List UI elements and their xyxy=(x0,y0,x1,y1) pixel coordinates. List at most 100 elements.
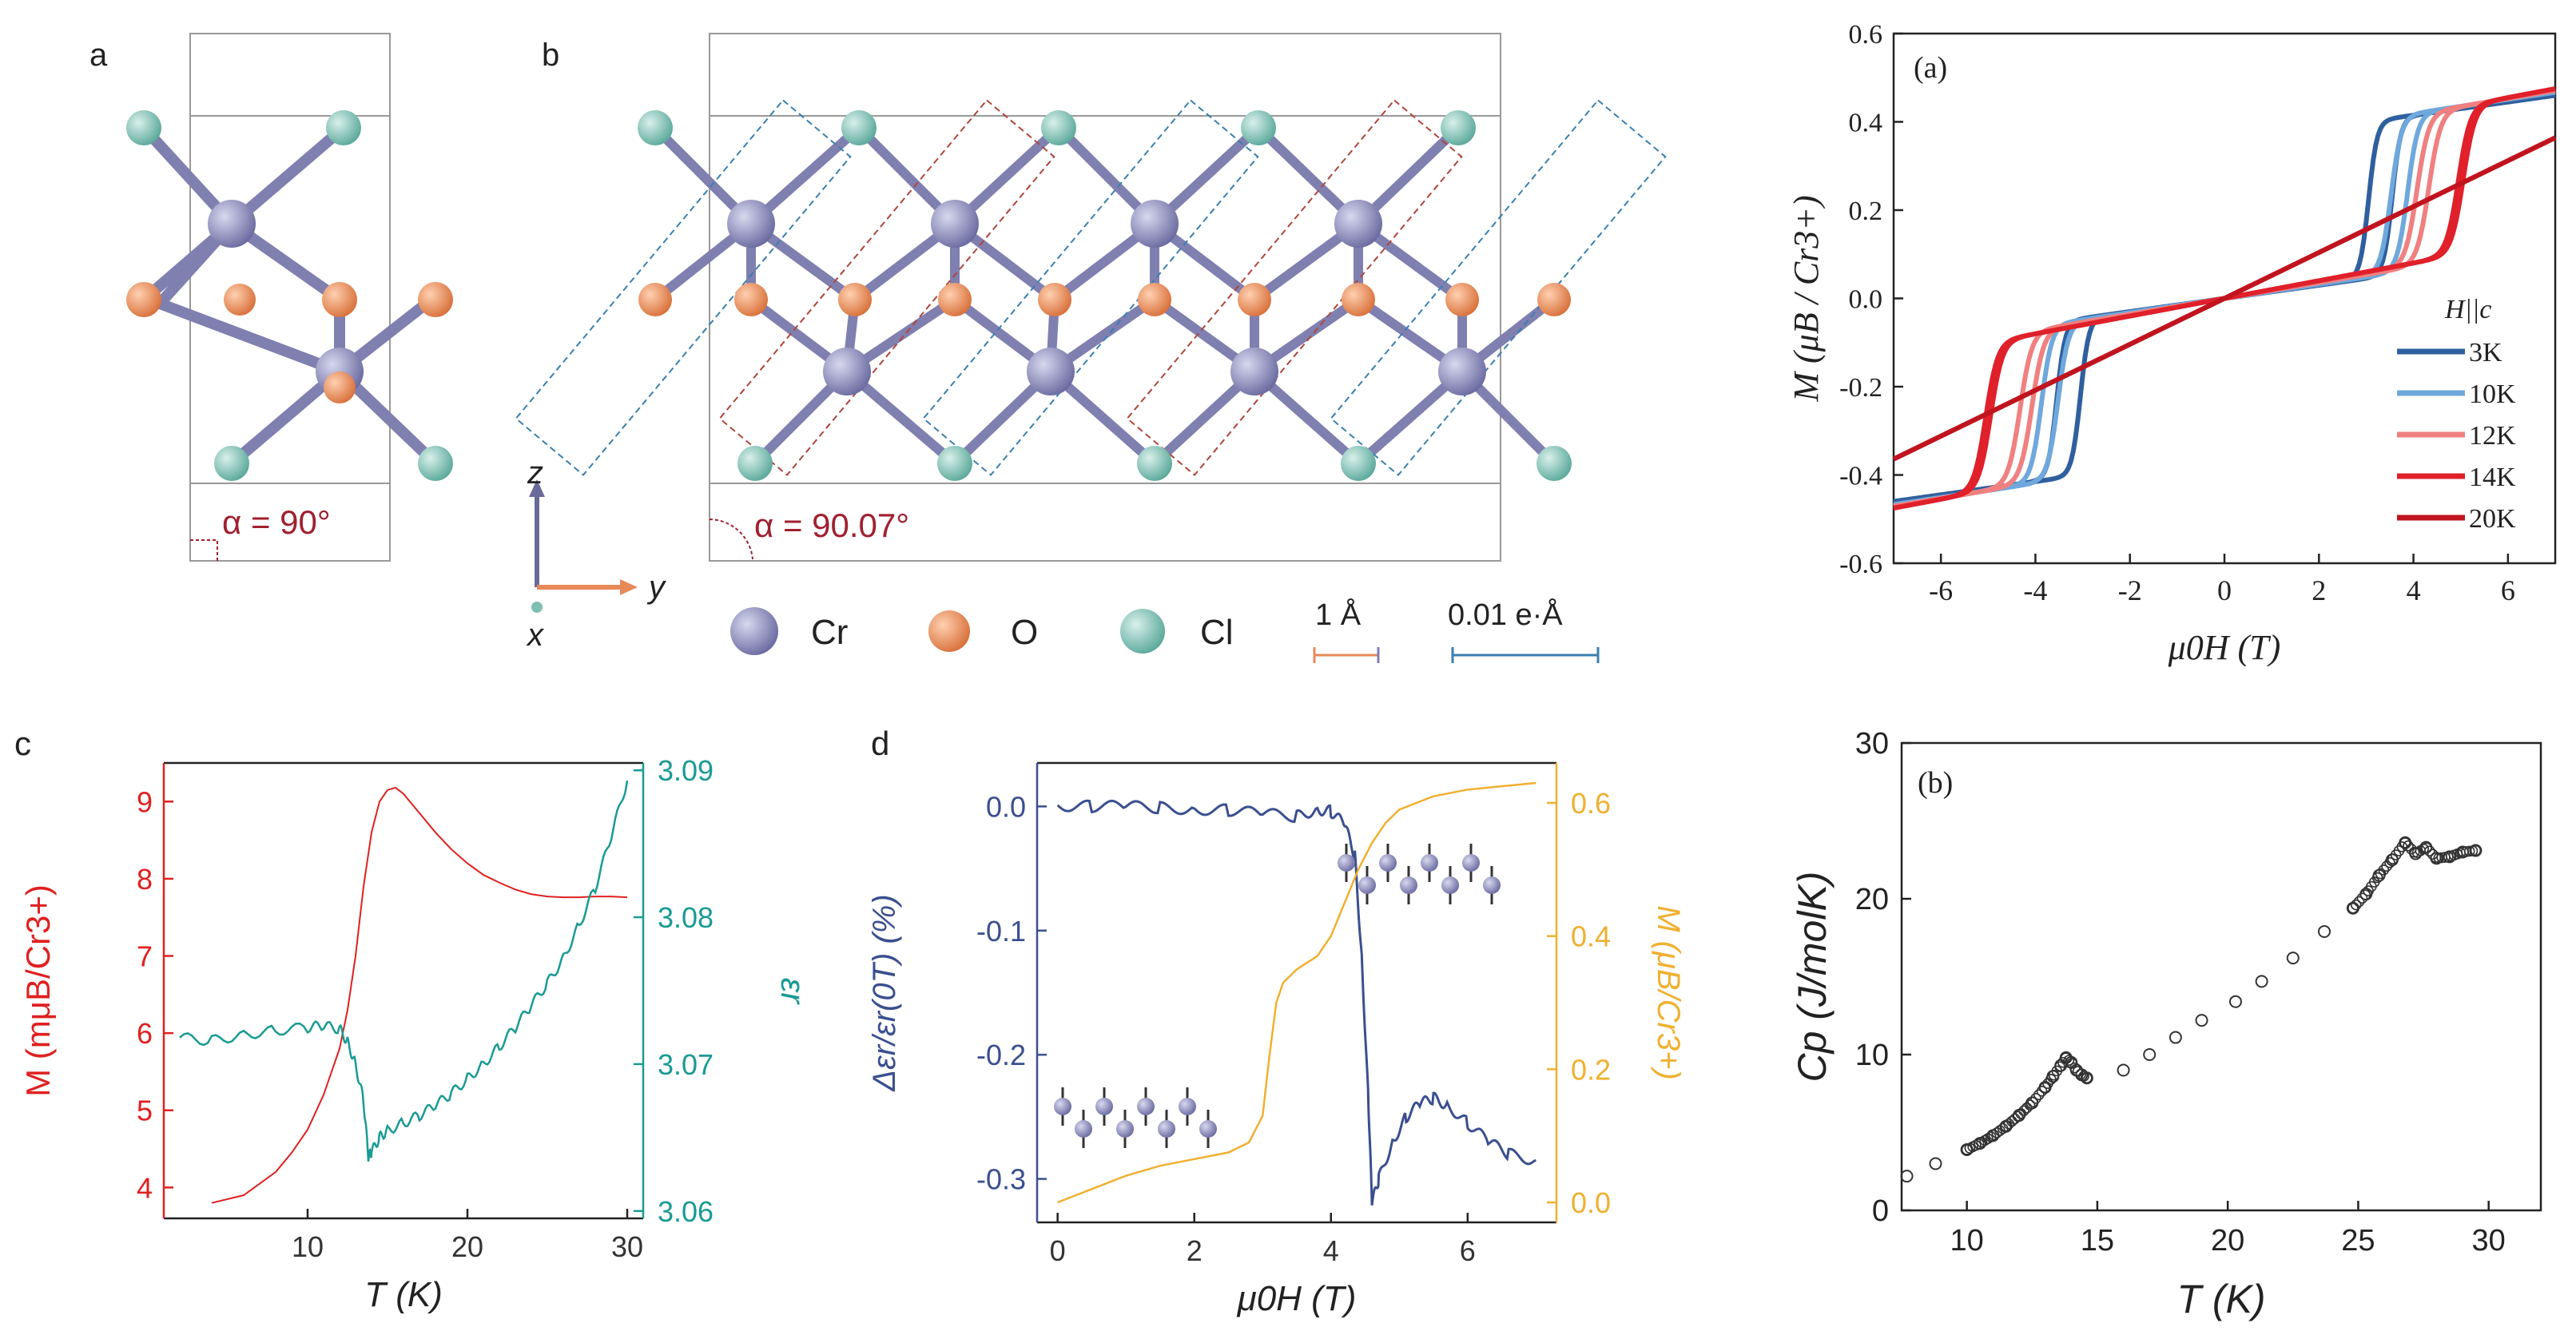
dashed-box xyxy=(718,99,1055,476)
x-axis-title: μ0H (T) xyxy=(2168,628,2281,667)
panel-label: (a) xyxy=(1914,51,1947,85)
data-point xyxy=(2470,844,2482,856)
series-M-line xyxy=(1057,781,1536,1204)
y-right-tick-label: 0.6 xyxy=(1571,787,1611,820)
x-tick-label: 2 xyxy=(1187,1234,1203,1267)
legend-o-label: O xyxy=(1011,613,1038,652)
atom xyxy=(126,282,161,317)
data-point xyxy=(2012,1111,2024,1122)
y-left-tick-label: 0.0 xyxy=(986,790,1026,823)
atom xyxy=(324,372,356,403)
x-tick-label: 10 xyxy=(292,1230,324,1263)
spin-atom xyxy=(1483,876,1501,894)
y-right-title: M (μB/Cr3+) xyxy=(1651,905,1686,1080)
y-left-tick-label: 6 xyxy=(137,1017,153,1050)
y-right-tick-label: 3.07 xyxy=(658,1048,714,1081)
y-tick-label: 0 xyxy=(1872,1194,1889,1228)
y-right-tick-label: 3.08 xyxy=(658,901,714,934)
atom xyxy=(1238,283,1271,316)
data-point xyxy=(2421,842,2432,854)
data-point xyxy=(2063,1055,2075,1066)
data-point xyxy=(2060,1052,2072,1063)
spin-atom xyxy=(1400,876,1417,894)
x-tick-label: 10 xyxy=(1950,1224,1983,1258)
atom xyxy=(823,348,871,395)
z-axis-label: z xyxy=(527,455,543,491)
x-tick-label: 30 xyxy=(611,1230,643,1263)
x-tick-label: 25 xyxy=(2341,1224,2375,1258)
panel-label: (b) xyxy=(1918,766,1953,800)
legend-cr-label: Cr xyxy=(811,613,848,652)
atom xyxy=(322,282,357,317)
x-tick-label: -2 xyxy=(2118,574,2142,606)
atom xyxy=(1342,283,1375,316)
y-left-title: M (mμB/Cr3+) xyxy=(19,884,57,1097)
panel-b-label: b xyxy=(542,38,559,73)
data-point xyxy=(2030,1092,2041,1104)
x-tick-label: 0 xyxy=(1050,1234,1066,1267)
panel-a-label: a xyxy=(89,38,108,73)
atom xyxy=(1438,348,1486,395)
x-tick-label: 6 xyxy=(1460,1234,1476,1267)
y-tick-label: 30 xyxy=(1855,727,1889,761)
atom xyxy=(1441,110,1476,145)
atom xyxy=(1536,446,1572,481)
data-point xyxy=(2021,1102,2033,1114)
data-point xyxy=(2356,892,2368,904)
x-tick-label: 4 xyxy=(1323,1234,1339,1267)
spin-atom xyxy=(1199,1120,1217,1138)
y-tick-label: -0.2 xyxy=(1839,373,1882,403)
atom xyxy=(326,110,361,145)
spin-atom xyxy=(1338,854,1355,872)
x-tick-label: 15 xyxy=(2081,1224,2114,1258)
x-tick-label: 6 xyxy=(2501,574,2515,606)
y-tick-label: 10 xyxy=(1855,1039,1889,1072)
angle-label-a: α = 90° xyxy=(222,503,331,541)
atom xyxy=(931,200,979,248)
atoms-a xyxy=(126,110,453,481)
y-tick-label: 20 xyxy=(1855,883,1889,916)
atom xyxy=(841,110,877,145)
y-right-tick-label: 0.2 xyxy=(1571,1053,1611,1086)
y-right-tick-label: 3.09 xyxy=(658,754,714,787)
panel-b-structure: b α = 90.07° z y x Cr O Cl 1 Å xyxy=(515,33,1667,663)
atom xyxy=(1241,110,1276,145)
atom xyxy=(214,446,249,481)
y-left-tick-label: -0.2 xyxy=(976,1039,1026,1071)
unit-cell-box-b xyxy=(709,33,1501,562)
spin-atom xyxy=(1158,1120,1175,1138)
legend-cr-ball xyxy=(730,607,778,655)
y-left-tick-label: -0.1 xyxy=(976,915,1026,948)
y-axis-title: Cp (J/molK) xyxy=(1790,872,1835,1083)
plot-frame xyxy=(1900,741,2542,1212)
atom xyxy=(937,446,972,481)
data-point xyxy=(2375,868,2387,880)
panel-b-right-chart: 10 15 20 25 30 0 10 20 30 (b) T (K) Cp (J/molK) xyxy=(1790,727,2542,1321)
atom xyxy=(418,282,453,317)
data-point xyxy=(2015,1108,2027,1119)
data-point xyxy=(2384,856,2395,868)
data-point xyxy=(2195,1014,2208,1027)
panel-a-structure: a α = 90° xyxy=(89,33,453,562)
panel-d-chart: d 0 2 4 6 0.0 -0.1 -0.2 -0.3 0.0 0.2 0.4 0.6 μ0H (T) Δ… xyxy=(867,725,1686,1318)
x-tick-label: 0 xyxy=(2217,574,2232,606)
data-point xyxy=(2255,975,2268,988)
y-tick-label: 0.0 xyxy=(1849,285,1883,315)
panel-c-chart: c 10 20 30 4 5 6 7 8 9 3.06 3.07 3.08 3.09 T (K) M (mμB… xyxy=(14,725,812,1314)
atom-legend: Cr O Cl 1 Å 0.01 e·Å xyxy=(730,597,1600,663)
atom xyxy=(1334,200,1382,248)
spin-atom xyxy=(1441,876,1459,894)
angle-marker-b xyxy=(709,519,753,560)
x-tick-label: 4 xyxy=(2407,574,2421,606)
data-point xyxy=(2317,924,2331,938)
atom xyxy=(208,200,256,248)
atom xyxy=(1027,348,1075,395)
data-point xyxy=(2346,901,2359,915)
series-M-line xyxy=(211,786,628,1204)
data-point xyxy=(2117,1063,2130,1077)
spin-atom xyxy=(1179,1098,1196,1115)
y-right-tick-label: 0.4 xyxy=(1571,920,1611,953)
y-right-title: εr xyxy=(774,978,812,1005)
spin-atom xyxy=(1462,854,1480,872)
legend-cl-ball xyxy=(1120,609,1165,654)
